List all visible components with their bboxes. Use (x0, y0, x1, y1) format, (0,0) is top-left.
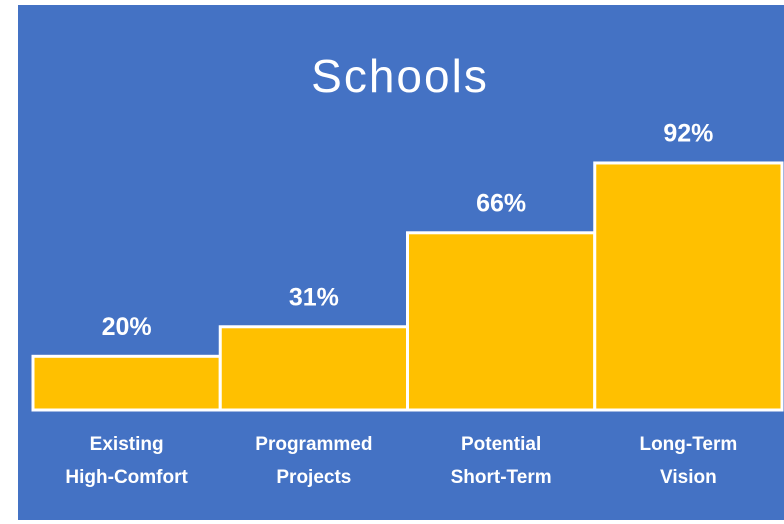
chart-title: Schools (311, 50, 489, 102)
bar (406, 231, 597, 412)
data-label: 20% (102, 313, 152, 341)
x-tick-label: Existing (90, 434, 164, 455)
x-tick-label: Projects (276, 467, 351, 488)
bar (218, 325, 409, 412)
bar (31, 354, 222, 412)
data-label: 31% (289, 283, 339, 311)
x-tick-label: Potential (461, 434, 541, 455)
x-tick-label: High-Comfort (65, 467, 188, 488)
bar (593, 161, 784, 412)
x-tick-label: Short-Term (451, 467, 552, 488)
data-label: 66% (476, 189, 526, 217)
x-tick-label: Vision (660, 467, 717, 488)
x-tick-label: Long-Term (639, 434, 737, 455)
data-label: 92% (663, 120, 713, 148)
x-tick-label: Programmed (255, 434, 372, 455)
